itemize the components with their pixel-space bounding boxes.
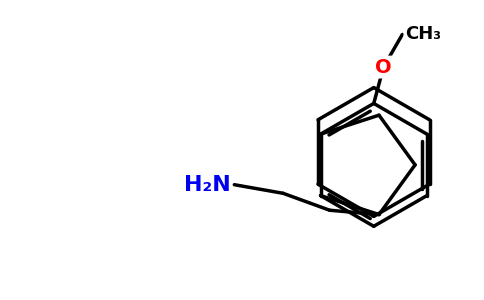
Text: H₂N: H₂N (183, 175, 230, 195)
Text: CH₃: CH₃ (405, 26, 441, 44)
Text: O: O (375, 58, 392, 76)
